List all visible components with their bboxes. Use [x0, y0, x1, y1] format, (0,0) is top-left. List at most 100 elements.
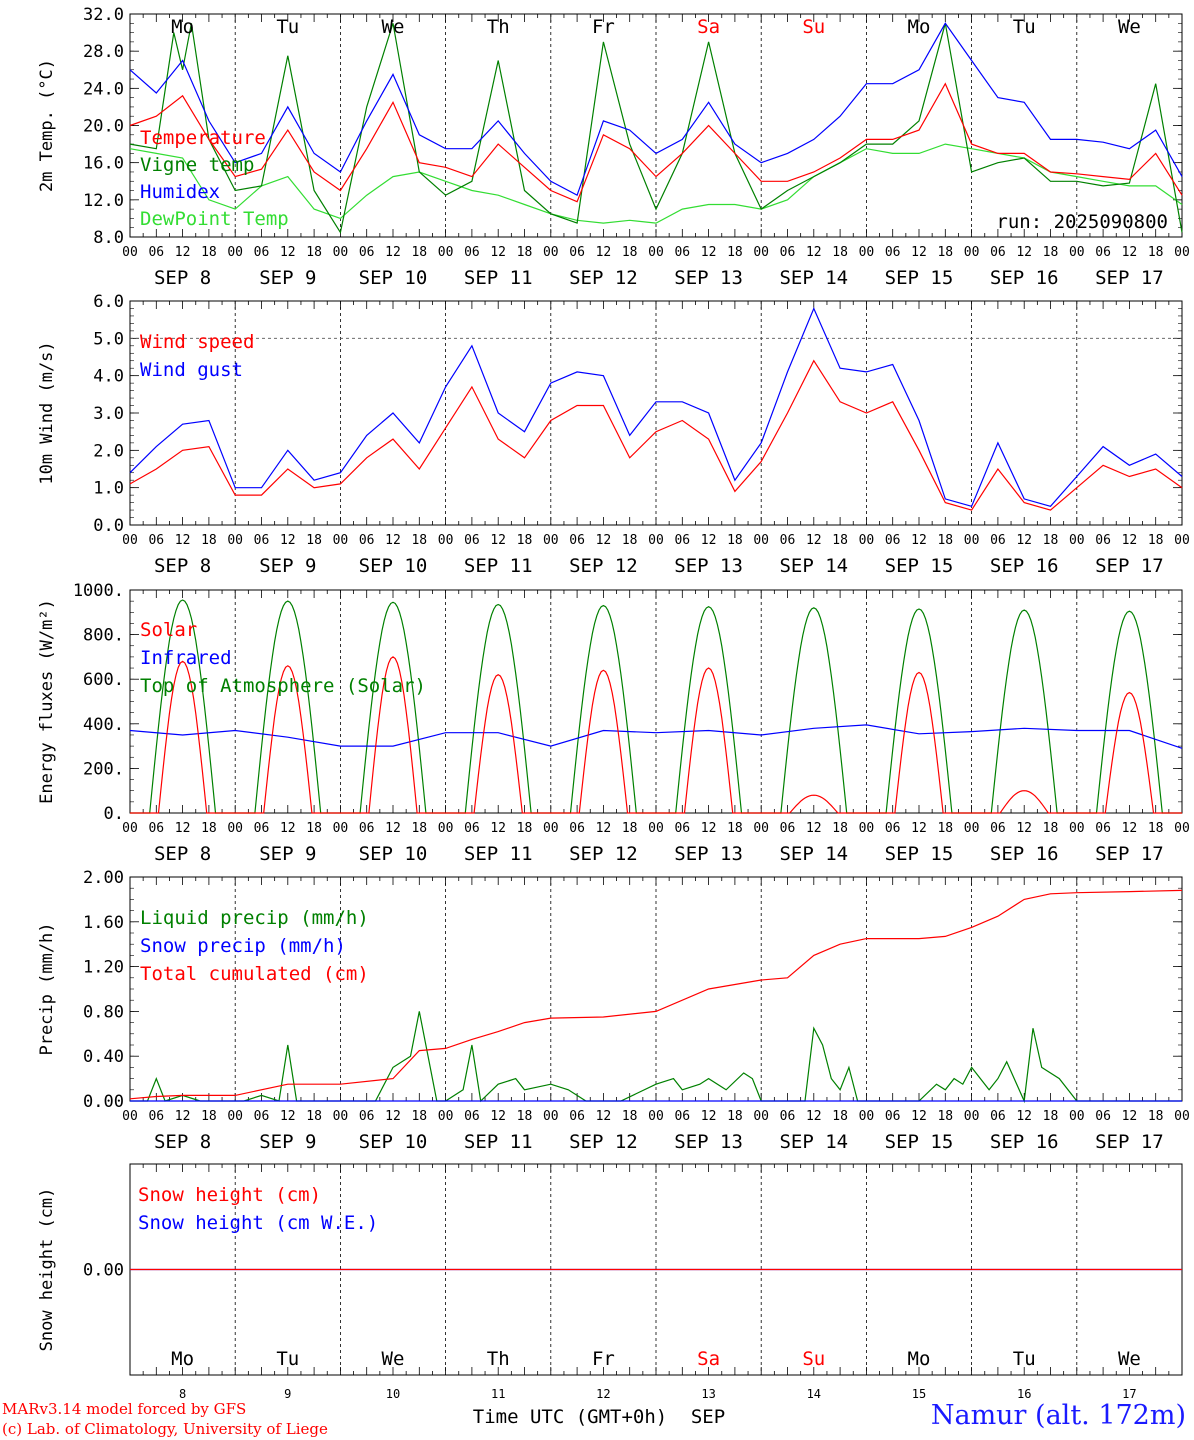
hour-tick-label: 12 [596, 245, 612, 260]
hour-tick-label: 12 [280, 533, 296, 548]
y-tick-label: 0.80 [83, 1002, 124, 1022]
hour-tick-label: 12 [806, 533, 822, 548]
day-number-label: 10 [386, 1387, 400, 1401]
panel-2: 00 06 12 18 SEP 8 00 06 12 18 SEP 9 00 06 12 18 SEP 10… [37, 292, 1190, 577]
hour-tick-label: 00 [333, 245, 349, 260]
hour-tick-label: 06 [254, 533, 270, 548]
hour-tick-label: 00 [438, 821, 454, 836]
day-number-label: 9 [284, 1387, 291, 1401]
hour-tick-label: 18 [832, 821, 848, 836]
hour-tick-label: 18 [411, 245, 427, 260]
hour-tick-label: 18 [201, 1109, 217, 1124]
hour-tick-label: 18 [622, 1109, 638, 1124]
day-label: SEP 10 [359, 555, 428, 577]
weekday-label: Tu [276, 1348, 299, 1370]
hour-tick-label: 00 [964, 1109, 980, 1124]
legend-entry: Liquid precip (mm/h) [140, 907, 369, 929]
hour-tick-label: 00 [227, 1109, 243, 1124]
hour-tick-label: 06 [148, 821, 164, 836]
day-number-label: 11 [491, 1387, 505, 1401]
hour-tick-label: 06 [254, 245, 270, 260]
y-tick-label: 0.00 [83, 1261, 124, 1281]
hour-tick-label: 00 [438, 245, 454, 260]
day-label: SEP 8 [154, 267, 211, 289]
weekday-label: Su [802, 16, 825, 38]
day-label: SEP 8 [154, 555, 211, 577]
hour-tick-label: 18 [937, 245, 953, 260]
hour-tick-label: 00 [859, 245, 875, 260]
y-tick-label: 0.0 [93, 516, 124, 536]
hour-tick-label: 12 [385, 1109, 401, 1124]
y-axis-label: Snow height (cm) [37, 1188, 57, 1352]
hour-tick-label: 00 [753, 821, 769, 836]
hour-tick-label: 18 [727, 1109, 743, 1124]
day-number-label: 16 [1017, 1387, 1031, 1401]
hour-tick-label: 18 [517, 1109, 533, 1124]
y-tick-label: 400. [83, 715, 124, 735]
hour-tick-label: 18 [1043, 245, 1059, 260]
hour-tick-label: 00 [964, 533, 980, 548]
hour-tick-label: 00 [859, 821, 875, 836]
temperature-line [129, 82, 1183, 203]
hour-tick-label: 18 [1148, 533, 1164, 548]
hour-tick-label: 12 [911, 533, 927, 548]
y-axis-label: 10m Wind (m/s) [37, 341, 57, 484]
month-label: SEP [691, 1406, 725, 1428]
hour-tick-label: 06 [885, 1109, 901, 1124]
hour-tick-label: 00 [438, 533, 454, 548]
hour-tick-label: 00 [1069, 245, 1085, 260]
panel-1: 00 06 12 18 SEP 8 00 06 12 18 SEP 9 00 06 12 18 SEP 10… [37, 5, 1190, 289]
weekday-label: We [382, 1348, 405, 1370]
weekday-label: Mo [908, 1348, 931, 1370]
x-axis-label: Time UTC (GMT+0h) [473, 1406, 667, 1428]
day-number-label: 17 [1122, 1387, 1136, 1401]
hour-tick-label: 06 [674, 821, 690, 836]
weekday-label: Tu [1013, 1348, 1036, 1370]
hour-tick-label: 18 [937, 533, 953, 548]
day-label: SEP 8 [154, 1131, 211, 1153]
hour-tick-label: 18 [937, 821, 953, 836]
hour-tick-label: 18 [832, 1109, 848, 1124]
hour-tick-label: 12 [280, 821, 296, 836]
lab-credit: (c) Lab. of Climatology, University of L… [2, 1420, 328, 1438]
hour-tick-label: 18 [727, 533, 743, 548]
weekday-label: Su [802, 1348, 825, 1370]
hour-tick-label: 18 [517, 533, 533, 548]
hour-tick-label: 06 [254, 1109, 270, 1124]
hour-tick-label: 06 [1095, 533, 1111, 548]
y-tick-label: 0.40 [83, 1047, 124, 1067]
hour-tick-label: 06 [990, 821, 1006, 836]
weekday-label: We [1118, 16, 1141, 38]
hour-tick-label: 12 [280, 1109, 296, 1124]
hour-tick-label: 18 [411, 1109, 427, 1124]
y-tick-label: 600. [83, 670, 124, 690]
y-tick-label: 12.0 [83, 191, 124, 211]
day-number-label: 14 [807, 1387, 821, 1401]
day-label: SEP 8 [154, 843, 211, 865]
weekday-label: Sa [697, 16, 720, 38]
day-label: SEP 11 [464, 555, 533, 577]
hour-tick-label: 18 [937, 1109, 953, 1124]
hour-tick-label: 00 [648, 533, 664, 548]
hour-tick-label: 12 [175, 821, 191, 836]
hour-tick-label: 12 [1122, 1109, 1138, 1124]
y-tick-label: 6.0 [93, 292, 124, 312]
hour-tick-label: 06 [359, 1109, 375, 1124]
day-label: SEP 17 [1095, 1131, 1164, 1153]
hour-tick-label: 12 [490, 533, 506, 548]
y-axis-label: Energy fluxes (W/m²) [37, 599, 57, 804]
legend-entry: Temperature [140, 127, 266, 149]
hour-tick-label: 18 [1148, 821, 1164, 836]
hour-tick-label: 12 [175, 533, 191, 548]
day-label: SEP 10 [359, 843, 428, 865]
day-number-label: 8 [179, 1387, 186, 1401]
hour-tick-label: 00 [753, 1109, 769, 1124]
hour-tick-label: 18 [1148, 1109, 1164, 1124]
y-tick-label: 16.0 [83, 154, 124, 174]
day-label: SEP 16 [990, 843, 1059, 865]
hour-tick-label: 06 [885, 821, 901, 836]
hour-tick-label: 18 [306, 533, 322, 548]
hour-tick-label: 12 [701, 821, 717, 836]
dewpoint-line [129, 143, 1183, 224]
hour-tick-label: 18 [832, 245, 848, 260]
